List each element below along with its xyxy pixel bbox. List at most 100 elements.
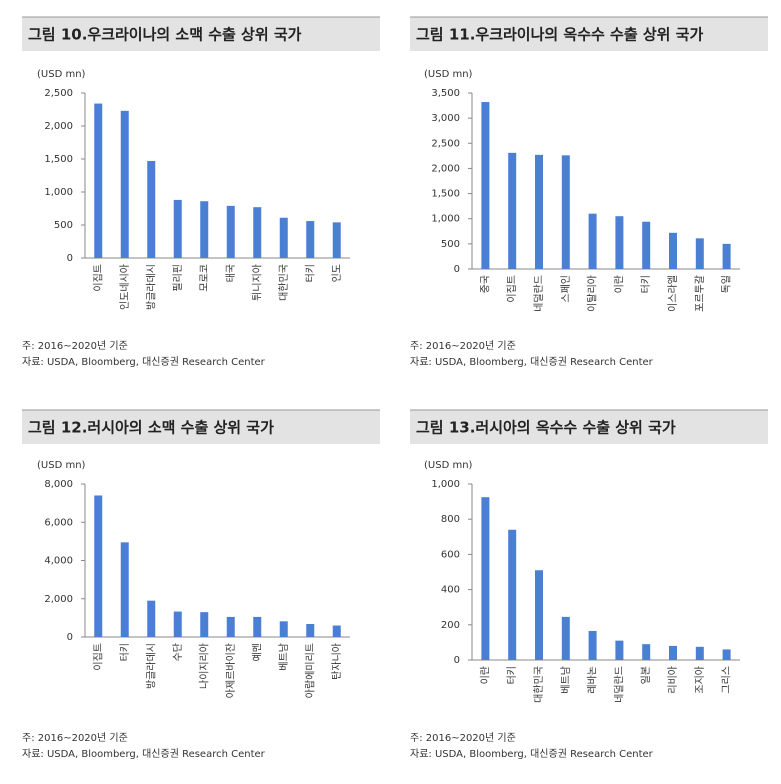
x-tick-label: 일본	[640, 666, 652, 684]
bar	[226, 616, 235, 637]
x-tick-label: 아랍에미리트	[303, 643, 316, 698]
x-tick-label: 튀니지아	[251, 264, 263, 301]
bar	[642, 221, 651, 269]
x-tick-label: 베트남	[278, 643, 290, 671]
x-tick-label: 중국	[479, 275, 491, 293]
note: 주: 2016~2020년 기준	[22, 340, 128, 352]
x-tick-label: 대한민국	[278, 264, 290, 301]
bar	[508, 152, 517, 269]
y-tick-label: 0	[67, 253, 73, 264]
bar	[332, 222, 341, 258]
x-tick-label: 터키	[506, 666, 518, 684]
chart-title: 그림 11.우크라이나의 옥수수 수출 상위 국가	[416, 26, 703, 44]
bar	[120, 542, 129, 637]
bar	[508, 529, 517, 660]
bar	[669, 645, 677, 660]
bar	[642, 644, 651, 660]
y-axis-unit: (USD mn)	[424, 460, 473, 471]
bar	[722, 649, 731, 660]
y-tick-label: 1,000	[431, 214, 460, 225]
y-axis-unit: (USD mn)	[37, 69, 86, 80]
x-tick-label: 스페인	[560, 275, 572, 303]
chart-title: 그림 12.러시아의 소맥 수출 상위 국가	[28, 419, 274, 437]
y-tick-label: 1,000	[44, 187, 73, 198]
bar	[279, 621, 288, 637]
x-tick-label: 독일	[721, 275, 733, 293]
source: 자료: USDA, Bloomberg, 대신증권 Research Cente…	[410, 748, 654, 760]
bar	[588, 630, 597, 660]
y-tick-label: 8,000	[44, 479, 73, 490]
bar	[332, 625, 341, 637]
x-tick-label: 이집트	[506, 275, 518, 303]
x-tick-label: 터키	[119, 643, 131, 661]
y-tick-label: 0	[67, 632, 73, 643]
bar	[200, 612, 209, 637]
bar	[695, 238, 704, 269]
note: 주: 2016~2020년 기준	[410, 732, 516, 744]
y-tick-label: 500	[441, 239, 460, 250]
bar	[615, 216, 624, 269]
y-axis-unit: (USD mn)	[424, 69, 473, 80]
x-tick-label: 이란	[479, 666, 491, 684]
x-tick-label: 모로코	[199, 264, 210, 292]
y-tick-label: 800	[441, 514, 460, 525]
x-tick-label: 나이지리아	[198, 643, 210, 689]
x-tick-label: 이스라엘	[666, 275, 679, 312]
bar	[173, 611, 182, 637]
y-tick-label: 0	[454, 655, 460, 666]
x-tick-label: 이탈리아	[586, 275, 599, 312]
x-tick-label: 대한민국	[533, 666, 545, 703]
bar	[722, 243, 731, 269]
x-tick-label: 탄자니아	[331, 643, 343, 680]
y-tick-label: 0	[454, 264, 460, 275]
title-bar	[22, 17, 380, 51]
bar	[561, 616, 570, 660]
y-tick-label: 4,000	[44, 556, 73, 567]
source: 자료: USDA, Bloomberg, 대신증권 Research Cente…	[410, 356, 654, 368]
bar	[147, 600, 156, 637]
x-tick-label: 방글라데시	[145, 264, 157, 310]
bar	[94, 103, 103, 258]
y-tick-label: 3,000	[431, 113, 460, 124]
bar	[120, 110, 129, 258]
bar	[306, 221, 315, 258]
y-axis-unit: (USD mn)	[37, 460, 86, 471]
y-tick-label: 200	[441, 620, 460, 631]
y-tick-label: 2,000	[44, 121, 73, 132]
bar	[253, 207, 262, 258]
bar	[279, 217, 288, 258]
bar	[94, 495, 103, 637]
x-tick-label: 수단	[172, 643, 184, 661]
bar	[588, 213, 597, 269]
bar	[615, 640, 624, 660]
x-tick-label: 네덜란드	[533, 275, 545, 312]
y-tick-label: 500	[54, 220, 73, 231]
bar	[481, 102, 490, 270]
x-tick-label: 예멘	[251, 643, 263, 661]
x-tick-label: 리비아	[667, 666, 679, 694]
y-tick-label: 1,500	[431, 189, 460, 200]
x-tick-label: 레바논	[587, 666, 599, 694]
bar	[226, 205, 235, 258]
x-tick-label: 네덜란드	[613, 666, 625, 703]
x-tick-label: 태국	[225, 264, 237, 282]
chart-title: 그림 10.우크라이나의 소맥 수출 상위 국가	[28, 26, 302, 44]
bar	[306, 623, 315, 637]
y-tick-label: 400	[441, 585, 460, 596]
x-tick-label: 그리스	[721, 666, 733, 694]
x-tick-label: 이란	[613, 275, 625, 293]
x-tick-label: 이집트	[92, 643, 104, 671]
source: 자료: USDA, Bloomberg, 대신증권 Research Cente…	[22, 356, 266, 368]
chart-title: 그림 13.러시아의 옥수수 수출 상위 국가	[416, 419, 676, 437]
x-tick-label: 인도	[331, 264, 343, 282]
y-tick-label: 2,000	[431, 163, 460, 174]
bar	[535, 154, 543, 269]
bar	[173, 199, 182, 258]
x-tick-label: 아제르바이잔	[225, 643, 237, 698]
bar	[147, 160, 156, 258]
x-tick-label: 터키	[304, 264, 316, 282]
x-tick-label: 포르투갈	[693, 275, 706, 312]
title-bar	[22, 410, 380, 444]
source: 자료: USDA, Bloomberg, 대신증권 Research Cente…	[22, 748, 266, 760]
